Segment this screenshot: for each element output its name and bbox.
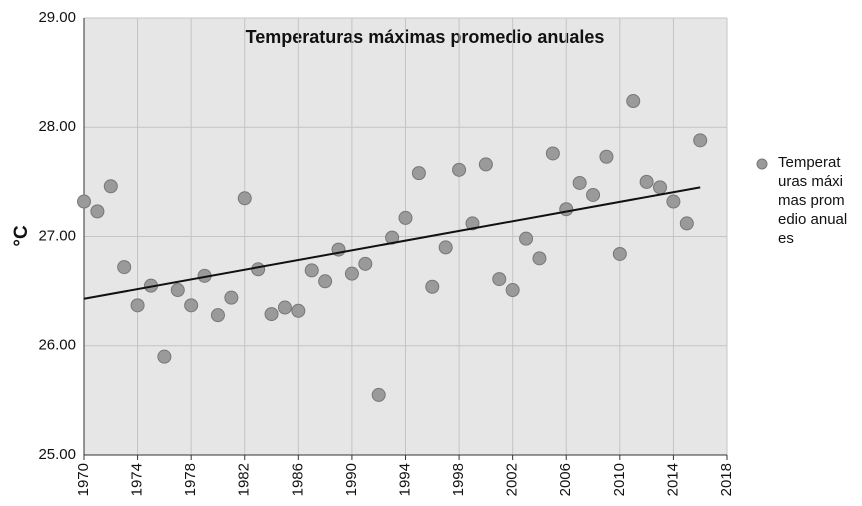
point — [666, 194, 681, 209]
point — [572, 175, 587, 190]
point — [639, 174, 654, 189]
x-tick-label: 1986 — [289, 463, 306, 496]
y-tick-label: 29.00 — [38, 9, 76, 26]
point — [344, 266, 359, 281]
x-tick-label: 2018 — [718, 463, 735, 496]
x-tick-label: 1990 — [343, 463, 360, 496]
x-tick-label: 2010 — [611, 463, 628, 496]
point — [385, 230, 400, 245]
point — [371, 387, 386, 402]
point — [545, 146, 560, 161]
x-tick-label: 1974 — [129, 463, 146, 496]
x-tick-label: 2006 — [557, 463, 574, 496]
point — [264, 307, 279, 322]
point — [358, 256, 373, 271]
legend-marker — [756, 158, 768, 170]
point — [438, 240, 453, 255]
point — [411, 166, 426, 181]
point — [626, 94, 641, 109]
y-tick-label: 27.00 — [38, 227, 76, 244]
point — [612, 246, 627, 261]
point — [586, 187, 601, 202]
point — [130, 298, 145, 313]
point — [532, 251, 547, 266]
point — [184, 298, 199, 313]
x-tick-label: 1970 — [75, 463, 92, 496]
point — [224, 290, 239, 305]
point — [318, 274, 333, 289]
y-tick-label: 26.00 — [38, 337, 76, 354]
point — [210, 308, 225, 323]
point — [505, 283, 520, 298]
point — [117, 260, 132, 275]
point — [559, 202, 574, 217]
y-axis-label: °C — [11, 225, 32, 247]
chart-title: Temperaturas máximas promedio anuales — [246, 27, 605, 47]
point — [304, 263, 319, 278]
x-tick-label: 2014 — [664, 463, 681, 496]
point — [693, 133, 708, 148]
point — [103, 179, 118, 194]
point — [77, 194, 91, 209]
point — [465, 216, 480, 231]
x-tick-label: 2002 — [504, 463, 521, 496]
point — [90, 204, 105, 219]
legend-label: Temperaturas máximas promedio anuales — [778, 154, 848, 247]
point — [425, 279, 440, 294]
x-tick-label: 1978 — [182, 463, 199, 496]
point — [291, 303, 306, 318]
point — [653, 180, 668, 195]
point — [157, 349, 172, 364]
point — [492, 272, 507, 287]
point — [277, 300, 292, 315]
point — [679, 216, 694, 231]
point — [237, 191, 252, 206]
x-tick-label: 1982 — [236, 463, 253, 496]
point — [251, 262, 266, 277]
point — [478, 157, 493, 172]
y-tick-label: 28.00 — [38, 118, 76, 135]
x-tick-label: 1994 — [396, 463, 413, 496]
point — [519, 231, 534, 246]
x-tick-label: 1998 — [450, 463, 467, 496]
point — [170, 283, 185, 298]
point — [398, 210, 413, 225]
trendline — [83, 186, 701, 300]
point — [452, 162, 467, 177]
y-tick-label: 25.00 — [38, 446, 76, 463]
point — [599, 149, 614, 164]
